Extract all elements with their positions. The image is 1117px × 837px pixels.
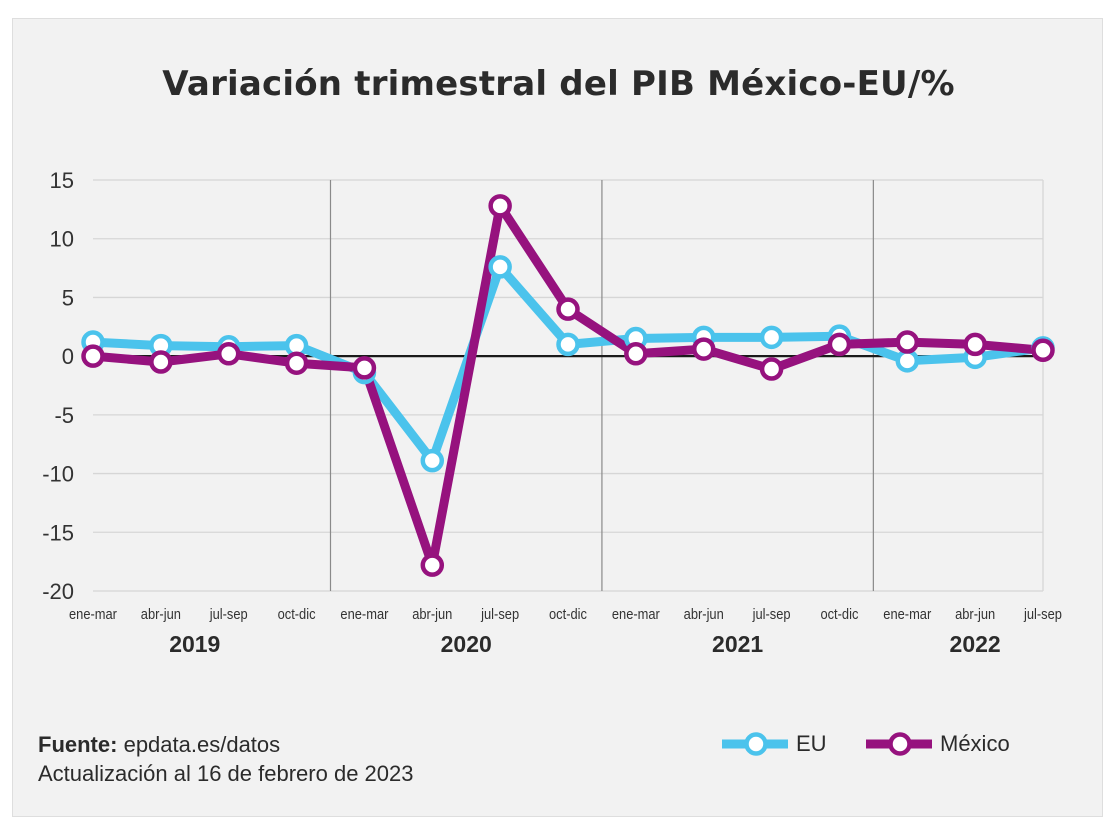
data-point-mexico <box>624 342 648 366</box>
data-point-eu <box>420 448 445 473</box>
data-point-mexico <box>216 342 241 366</box>
x-tick-label: oct-dic <box>820 605 858 622</box>
legend-swatch-mexico <box>866 732 932 756</box>
data-point-mexico <box>691 337 716 361</box>
x-tick-label: jul-sep <box>209 605 248 622</box>
data-point-mexico <box>488 194 512 218</box>
update-date: Actualización al 16 de febrero de 2023 <box>38 761 414 786</box>
x-tick-label: abr-jun <box>684 605 724 622</box>
data-point-mexico <box>556 297 580 321</box>
data-point-mexico <box>420 553 445 577</box>
data-point-eu <box>759 325 784 350</box>
x-tick-label: oct-dic <box>278 605 316 622</box>
data-point-mexico <box>1031 338 1055 363</box>
year-label: 2019 <box>169 631 220 657</box>
x-tick-label: abr-jun <box>141 605 181 622</box>
data-point-mexico <box>352 356 377 380</box>
x-tick-label: oct-dic <box>549 605 587 622</box>
series-line-mexico <box>88 201 1048 570</box>
y-tick-label: 5 <box>62 285 74 310</box>
x-tick-label: abr-jun <box>955 605 995 622</box>
source-link: epdata.es/datos <box>123 732 281 757</box>
data-point-mexico <box>963 332 987 357</box>
legend-label-eu: EU <box>796 731 827 756</box>
x-tick-label: jul-sep <box>480 605 519 622</box>
y-tick-label: 15 <box>50 168 74 193</box>
data-point-mexico <box>827 332 852 357</box>
data-point-eu <box>556 332 580 357</box>
chart-title: Variación trimestral del PIB México-EU/% <box>162 64 955 104</box>
data-point-mexico <box>895 330 920 354</box>
data-point-eu <box>488 255 512 279</box>
y-tick-label: -20 <box>42 579 74 604</box>
legend-label-mexico: México <box>940 731 1010 756</box>
y-tick-label: -15 <box>42 520 74 545</box>
data-point-mexico <box>284 351 309 375</box>
x-tick-label: ene-mar <box>612 605 660 622</box>
legend-swatch-eu <box>722 732 788 756</box>
source-note: Fuente: epdata.es/datos Actualización al… <box>38 730 413 788</box>
x-tick-label: ene-mar <box>883 605 931 622</box>
chart-card <box>12 18 1103 817</box>
legend-item-eu: EU <box>720 728 827 760</box>
data-point-mexico <box>81 344 105 368</box>
legend-item-mexico: México <box>864 728 1010 760</box>
year-label: 2021 <box>712 631 763 657</box>
y-tick-label: 0 <box>62 344 74 369</box>
x-tick-label: ene-mar <box>340 605 388 622</box>
y-tick-label: 10 <box>50 227 74 252</box>
x-tick-label: jul-sep <box>752 605 791 622</box>
source-label: Fuente: <box>38 732 118 757</box>
x-tick-label: abr-jun <box>412 605 452 622</box>
y-tick-label: -10 <box>42 462 74 487</box>
data-point-mexico <box>759 357 784 381</box>
x-tick-label: jul-sep <box>1023 605 1062 622</box>
data-point-mexico <box>149 350 173 374</box>
x-tick-label: ene-mar <box>69 605 117 622</box>
year-label: 2022 <box>950 631 1001 657</box>
data-point-eu <box>895 349 920 373</box>
year-label: 2020 <box>441 631 492 657</box>
y-tick-label: -5 <box>54 403 74 428</box>
